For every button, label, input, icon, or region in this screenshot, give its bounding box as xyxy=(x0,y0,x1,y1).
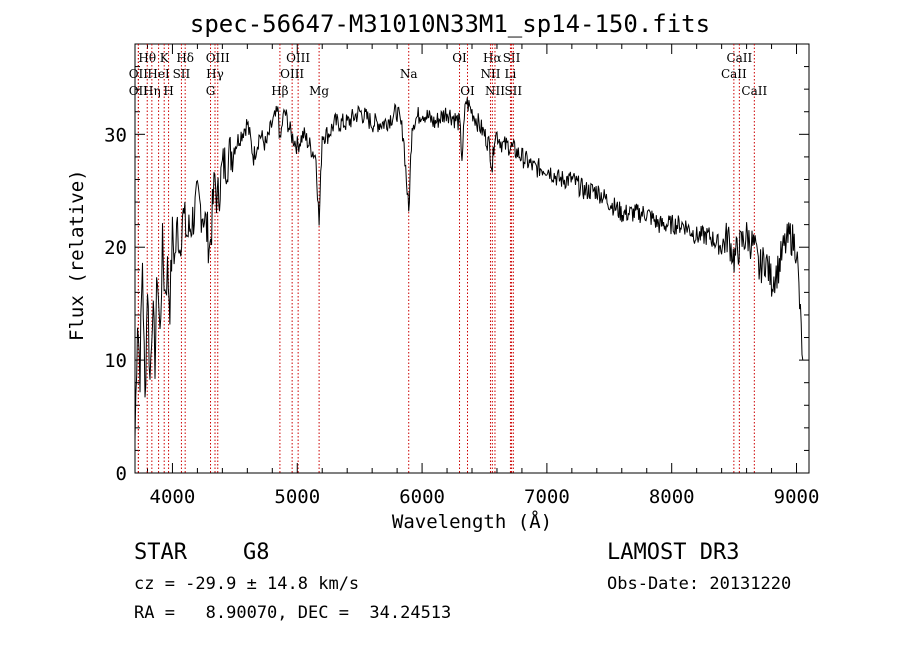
x-tick-label: 9000 xyxy=(774,486,820,508)
spectral-line-label: Mg xyxy=(309,84,329,98)
spectral-line-label: CaII xyxy=(741,84,767,98)
spectral-line-label: Hβ xyxy=(271,84,288,98)
spectral-line-label: H xyxy=(163,84,173,98)
spectral-line-label: SII xyxy=(503,51,521,65)
spectral-line-label: OIII xyxy=(286,51,310,65)
y-tick-label: 0 xyxy=(116,463,127,485)
spectral-line-label: SII xyxy=(173,67,191,81)
spectral-line-label: Hγ xyxy=(206,67,224,81)
spectral-line-label: Hδ xyxy=(176,51,194,65)
spectral-line-label: G xyxy=(206,84,216,98)
spectral-line-label: SII xyxy=(504,84,522,98)
spectral-line-label: NII xyxy=(480,67,500,81)
x-tick-label: 8000 xyxy=(649,486,695,508)
object-class: STAR xyxy=(134,540,187,565)
object-subclass: G8 xyxy=(243,540,270,565)
spectral-line-label: OII xyxy=(129,84,149,98)
redshift-velocity: cz = -29.9 ± 14.8 km/s xyxy=(134,574,360,594)
y-axis-label: Flux (relative) xyxy=(66,169,88,341)
ra-dec-coordinates: RA = 8.90070, DEC = 34.24513 xyxy=(134,603,452,623)
chart-title: spec-56647-M31010N33M1_sp14-150.fits xyxy=(189,10,711,38)
spectral-line-label: OIII xyxy=(280,67,304,81)
x-tick-label: 4000 xyxy=(150,486,196,508)
spectral-line-label: K xyxy=(160,51,170,65)
spectral-line-label: OII xyxy=(129,67,149,81)
y-tick-label: 30 xyxy=(104,124,127,146)
spectral-line-label: CaII xyxy=(726,51,752,65)
spectral-line-label: OI xyxy=(460,84,475,98)
spectral-line-label: OIII xyxy=(206,51,230,65)
x-axis-label: Wavelength (Å) xyxy=(392,510,552,533)
x-tick-label: 7000 xyxy=(524,486,570,508)
x-tick-label: 6000 xyxy=(399,486,445,508)
spectral-line-label: Hθ xyxy=(138,51,156,65)
survey-name: LAMOST DR3 xyxy=(607,540,740,565)
y-tick-label: 20 xyxy=(104,237,127,259)
y-tick-label: 10 xyxy=(104,350,127,372)
x-tick-label: 5000 xyxy=(274,486,320,508)
spectral-line-label: Na xyxy=(400,67,418,81)
spectrum-series-line xyxy=(134,97,804,440)
spectral-line-label: Hα xyxy=(483,51,502,65)
spectral-line-label: NII xyxy=(485,84,505,98)
observation-date: Obs-Date: 20131220 xyxy=(607,574,792,594)
spectral-line-label: OI xyxy=(452,51,467,65)
spectral-line-label: Hη xyxy=(143,84,161,98)
plot-frame xyxy=(134,43,810,474)
spectral-line-label: CaII xyxy=(721,67,747,81)
spectral-line-label: HeI xyxy=(147,67,170,81)
spectral-line-label: Li xyxy=(505,67,517,81)
